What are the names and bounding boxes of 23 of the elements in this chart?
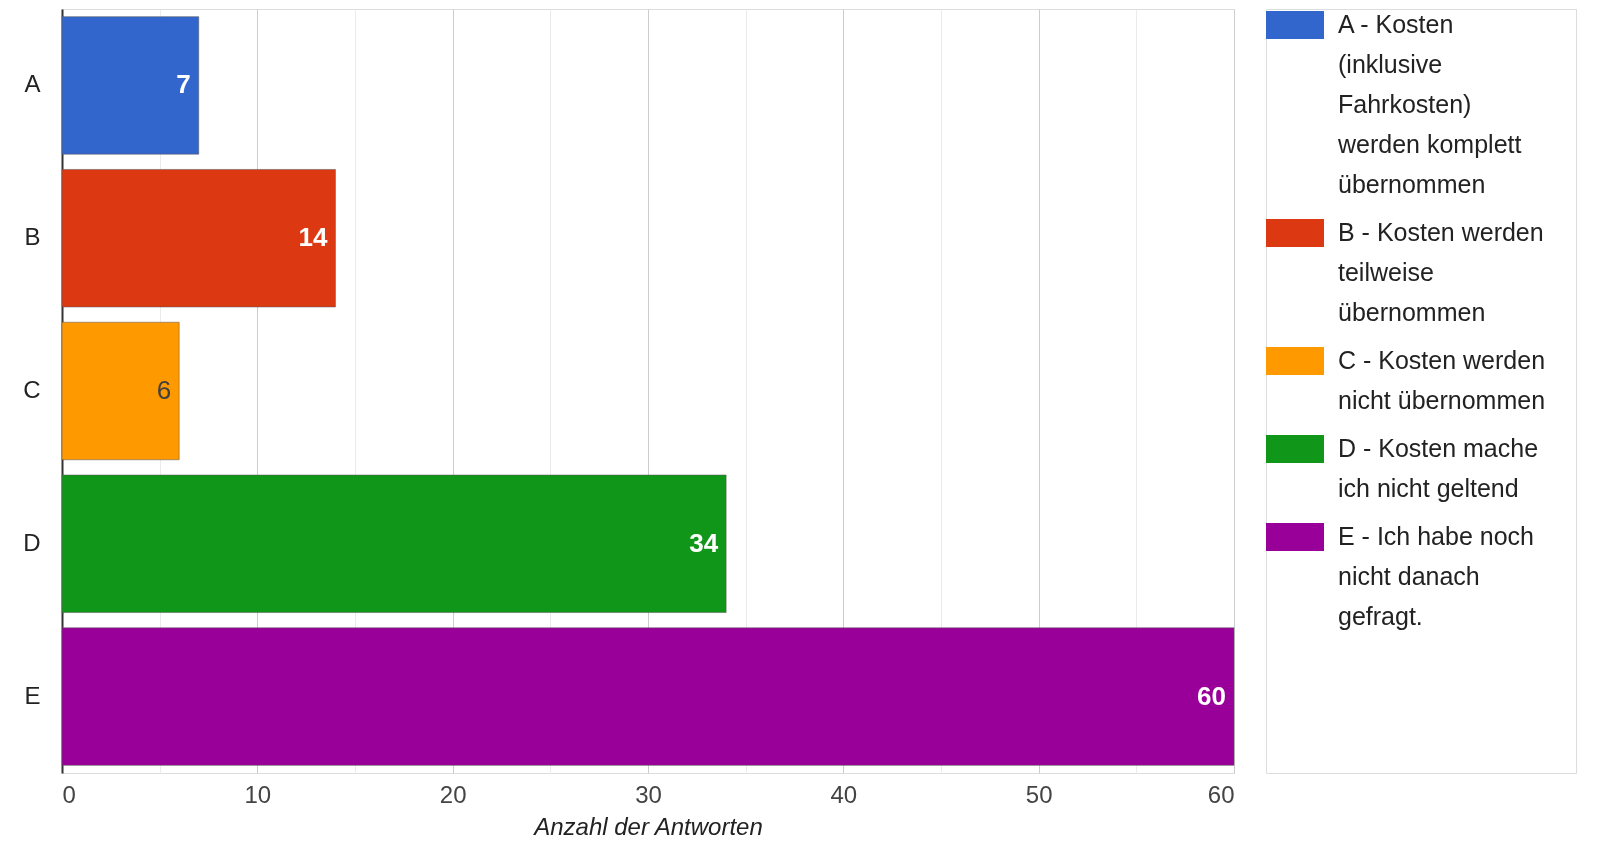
legend-label: E - Ich habe noch nicht danach gefragt. xyxy=(1338,522,1534,630)
legend-label: A - Kosten (inklusive Fahrkosten) werden komplett übernommen xyxy=(1337,10,1522,198)
legend-label: B - Kosten werden teilweise übernommen xyxy=(1338,218,1544,326)
legend-label: D - Kosten mache ich nicht geltend xyxy=(1338,434,1539,502)
y-tick-label: D xyxy=(23,528,41,556)
data-label: 6 xyxy=(156,375,172,405)
x-tick-label: 30 xyxy=(635,780,662,808)
data-label: 7 xyxy=(176,69,191,100)
y-tick-label: C xyxy=(23,376,41,403)
x-tick-label: 40 xyxy=(830,780,858,808)
y-tick-label: B xyxy=(24,223,41,251)
legend-label: C - Kosten werden nicht übernommen xyxy=(1338,346,1546,414)
data-label: 34 xyxy=(689,527,719,558)
y-tick-label: A xyxy=(24,70,41,98)
x-axis-title: Anzahl der Antworten xyxy=(532,812,763,840)
data-label: 14 xyxy=(298,222,328,253)
y-tick-label: E xyxy=(24,681,41,709)
x-tick-label: 10 xyxy=(244,780,272,808)
x-tick-label: 20 xyxy=(439,780,467,808)
x-tick-label: 50 xyxy=(1025,780,1053,808)
x-tick-label: 0 xyxy=(62,780,76,808)
x-tick-label: 60 xyxy=(1207,780,1235,808)
data-label: 60 xyxy=(1197,680,1226,711)
